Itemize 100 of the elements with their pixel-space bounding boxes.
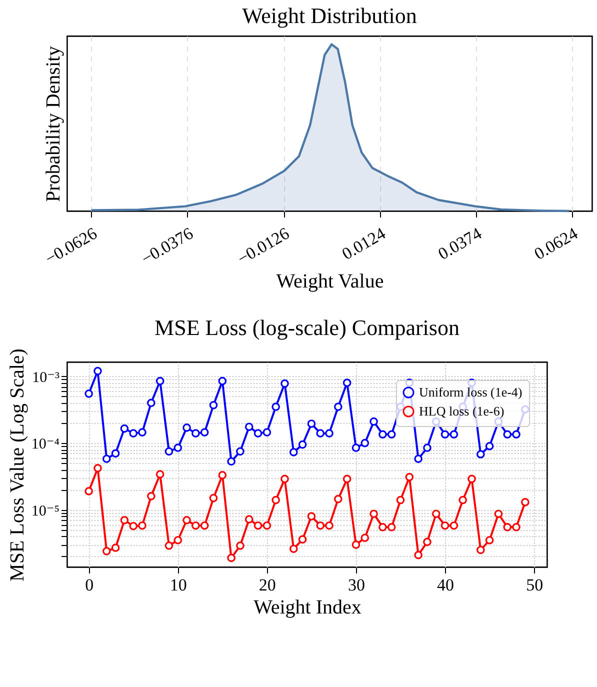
point (84, 487, 93, 496)
point (485, 442, 494, 450)
point (387, 522, 396, 532)
point (423, 444, 432, 452)
point (156, 470, 164, 478)
point (147, 398, 156, 408)
point (468, 474, 476, 484)
point (432, 510, 440, 518)
point (494, 510, 503, 518)
point (476, 546, 485, 554)
chart-title: Weight Distribution (242, 3, 417, 28)
point (262, 428, 272, 436)
x-tick-label: 20 (258, 576, 276, 594)
point (129, 522, 138, 530)
point (440, 521, 450, 530)
point (280, 474, 289, 484)
point (352, 444, 360, 452)
point (262, 521, 272, 530)
point (94, 366, 102, 376)
point (244, 422, 254, 431)
x-tick-label: 40 (437, 576, 454, 594)
point (298, 440, 307, 449)
point (405, 472, 414, 482)
point (236, 542, 244, 550)
point (325, 521, 334, 530)
point (200, 521, 209, 530)
point (182, 424, 191, 432)
point (138, 428, 146, 436)
x-tick-label: 50 (526, 576, 544, 594)
y-axis-title: MSE Loss Value (Log Scale) (6, 348, 28, 582)
point (254, 521, 262, 530)
point (316, 429, 325, 438)
point (227, 457, 236, 466)
point (387, 430, 396, 439)
point (138, 521, 146, 530)
point (458, 496, 467, 504)
x-tick-label: 0 (85, 576, 94, 594)
point (378, 522, 387, 532)
point (84, 390, 93, 398)
point (512, 430, 520, 439)
point (147, 492, 156, 500)
point (120, 424, 129, 433)
point (396, 496, 405, 504)
point (440, 430, 450, 439)
point (485, 536, 494, 544)
point (370, 510, 378, 518)
point (414, 454, 422, 464)
point (272, 402, 280, 411)
point (254, 429, 262, 438)
point (316, 521, 325, 530)
point (289, 544, 298, 553)
point (450, 430, 458, 439)
point (129, 429, 138, 438)
point (450, 521, 458, 530)
point (244, 515, 254, 524)
legend-label: HLQ loss (1e-6) (419, 404, 504, 418)
point (342, 474, 352, 484)
point (307, 512, 316, 520)
point (182, 516, 191, 524)
x-tick-label: 30 (348, 576, 365, 594)
point (164, 542, 174, 550)
point (503, 522, 512, 532)
point (414, 550, 422, 560)
point (280, 379, 289, 388)
point (209, 494, 218, 502)
point (236, 447, 244, 456)
legend-label: Uniform loss (1e-4) (419, 384, 522, 400)
point (94, 464, 102, 472)
point (227, 554, 236, 562)
y-tick-label: 10⁻⁴ (31, 436, 60, 453)
point (120, 516, 129, 524)
point (370, 417, 378, 426)
point (503, 430, 512, 439)
point (102, 454, 111, 464)
point (334, 494, 342, 504)
x-axis-title: Weight Value (276, 270, 384, 293)
x-axis-title: Weight Index (254, 596, 362, 618)
point (476, 450, 485, 458)
point (156, 376, 164, 386)
point (174, 536, 182, 544)
point (352, 540, 360, 549)
point (174, 444, 182, 452)
point (164, 447, 174, 456)
point (307, 420, 316, 428)
point (360, 438, 370, 448)
y-tick-label: 10⁻⁵ (31, 503, 60, 520)
point (218, 376, 227, 386)
point (218, 471, 227, 480)
point (111, 449, 120, 458)
point (512, 522, 520, 532)
point (334, 402, 342, 411)
point (200, 428, 209, 436)
point (209, 401, 218, 410)
point (360, 534, 370, 542)
point (325, 429, 334, 438)
x-tick-label: 10 (170, 576, 187, 594)
point (289, 448, 298, 456)
point (272, 496, 280, 504)
point (423, 538, 432, 546)
point (192, 429, 200, 438)
